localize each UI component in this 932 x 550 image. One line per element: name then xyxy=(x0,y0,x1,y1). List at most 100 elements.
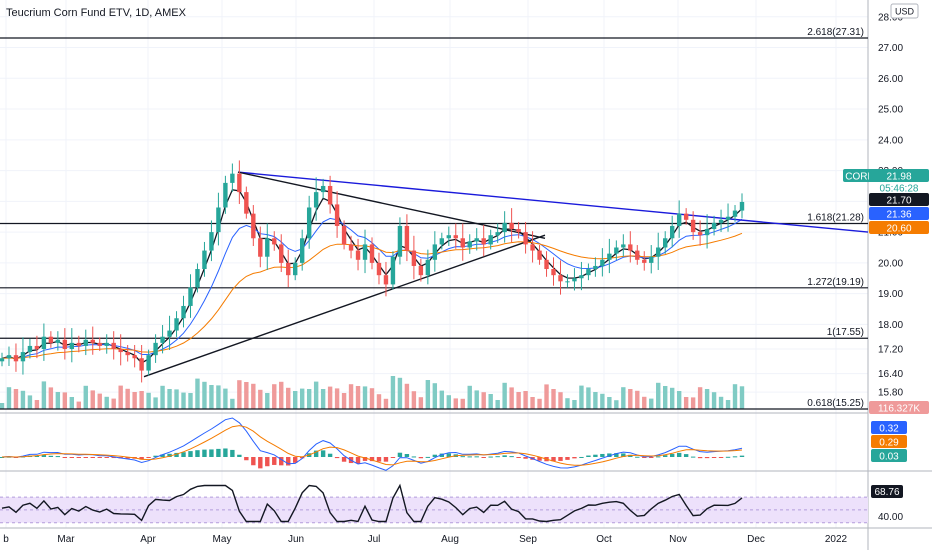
candle xyxy=(230,163,235,193)
macd-histogram-bar xyxy=(0,457,5,458)
volume-bar xyxy=(676,391,682,409)
macd-histogram-bar xyxy=(41,455,47,457)
time-tick-label: 2022 xyxy=(825,534,848,545)
volume-bar xyxy=(69,397,75,409)
volume-bar xyxy=(146,392,151,409)
volume-bar xyxy=(34,400,40,409)
candle xyxy=(453,223,458,249)
macd-histogram-bar xyxy=(244,457,249,461)
time-axis[interactable]: b Mar Apr May Jun Jul Aug Sep Oct Nov Dec 2022 xyxy=(3,534,847,545)
rsi-value-tag xyxy=(871,485,903,498)
macd-histogram-bar xyxy=(299,457,305,459)
candle xyxy=(690,211,696,240)
volume-bar xyxy=(181,392,186,409)
volume-bar xyxy=(579,385,584,409)
macd-histogram-bar xyxy=(341,457,347,462)
candle xyxy=(376,252,382,285)
candle xyxy=(334,191,340,238)
trend-line[interactable] xyxy=(237,171,869,233)
macd-histogram-bar xyxy=(188,451,193,457)
macd-histogram-bar xyxy=(230,449,235,457)
candle xyxy=(425,249,431,285)
volume-bar xyxy=(516,392,521,409)
price-tag xyxy=(869,169,929,182)
candle xyxy=(474,228,479,251)
macd-histogram-bar xyxy=(411,456,417,458)
volume-bar xyxy=(488,394,493,409)
price-tick-label: 25.00 xyxy=(878,105,903,116)
macd-histogram-bar xyxy=(355,457,361,464)
candle xyxy=(439,232,445,250)
volume-bar xyxy=(13,389,19,409)
macd-histogram-bar xyxy=(572,457,577,459)
macd-histogram-bar xyxy=(509,456,514,458)
fib-level-label: 0.618(15.25) xyxy=(807,398,864,409)
macd-histogram-bar xyxy=(90,457,95,458)
candle xyxy=(404,214,410,262)
candle xyxy=(537,245,542,265)
volume-bar xyxy=(411,391,417,409)
volume-bar xyxy=(739,386,745,409)
chart-title: Teucrium Corn Fund ETV, 1D, AMEX xyxy=(6,7,187,19)
volume-bar xyxy=(642,396,647,409)
macd-histogram-bar xyxy=(48,455,54,457)
trend-line[interactable] xyxy=(237,171,546,239)
volume-bar xyxy=(41,381,47,409)
candle xyxy=(0,352,5,367)
volume-bar xyxy=(313,381,319,409)
macd-histogram-bar xyxy=(313,450,319,457)
candle xyxy=(432,231,438,272)
volume-bar xyxy=(565,398,570,409)
candle xyxy=(669,215,675,248)
macd-histogram-bar xyxy=(111,457,116,459)
volume-bar xyxy=(558,392,563,409)
time-tick-label: Mar xyxy=(57,534,75,545)
macd-histogram-bar xyxy=(139,457,144,460)
volume-bar xyxy=(390,376,396,409)
price-tag xyxy=(869,193,929,206)
candle xyxy=(418,258,424,282)
rsi-line xyxy=(1,483,743,523)
volume-bar xyxy=(348,384,354,409)
candle xyxy=(320,178,326,199)
candle xyxy=(683,208,689,225)
trend-lines[interactable] xyxy=(143,171,869,378)
volume-bar xyxy=(572,400,577,409)
candle xyxy=(188,274,193,318)
macd-histogram-bar xyxy=(718,457,724,458)
volume-bar xyxy=(690,397,696,409)
price-tag-label: 20.60 xyxy=(886,224,911,235)
fib-level-label: 1.618(21.28) xyxy=(807,213,864,224)
candle xyxy=(390,251,396,290)
macd-histogram-bar xyxy=(481,457,486,458)
macd-histogram-bar xyxy=(593,454,598,457)
candle xyxy=(139,345,144,383)
macd-histogram-bar xyxy=(704,457,710,459)
time-tick-label: Oct xyxy=(596,534,612,545)
volume-bar xyxy=(83,385,88,409)
currency-box[interactable] xyxy=(890,3,919,19)
macd-histogram-bar xyxy=(76,457,81,458)
macd-histogram-bar xyxy=(369,457,375,462)
candle xyxy=(348,235,354,259)
volume-bar xyxy=(439,390,445,409)
volume-bar xyxy=(244,382,249,409)
volume-bar xyxy=(656,382,661,409)
candle xyxy=(635,245,640,265)
candle xyxy=(6,346,12,366)
candle xyxy=(279,234,284,273)
time-tick-label: Aug xyxy=(441,534,459,545)
macd-histogram-bar xyxy=(697,457,703,459)
volume-bar xyxy=(195,378,200,409)
candle xyxy=(34,335,40,359)
macd-histogram-bar xyxy=(251,457,256,466)
macd-histogram-bar xyxy=(663,455,668,457)
candle xyxy=(244,186,249,219)
macd-value-label: 0.29 xyxy=(879,438,899,449)
macd-histogram-bar xyxy=(537,457,542,461)
macd-histogram-bar xyxy=(600,453,605,457)
trend-line[interactable] xyxy=(143,234,546,378)
macd-line xyxy=(1,417,743,471)
candle xyxy=(341,220,347,250)
